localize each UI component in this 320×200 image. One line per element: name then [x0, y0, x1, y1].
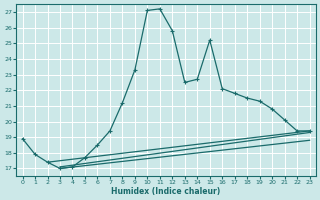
X-axis label: Humidex (Indice chaleur): Humidex (Indice chaleur): [111, 187, 221, 196]
